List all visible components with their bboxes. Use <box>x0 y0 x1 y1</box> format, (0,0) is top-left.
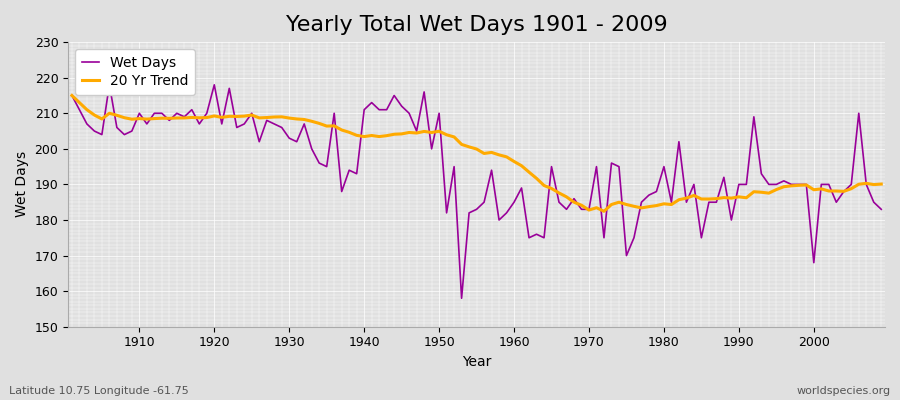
20 Yr Trend <box>598 209 609 214</box>
Title: Yearly Total Wet Days 1901 - 2009: Yearly Total Wet Days 1901 - 2009 <box>285 15 668 35</box>
Wet Days <box>456 296 467 301</box>
Legend: Wet Days, 20 Yr Trend: Wet Days, 20 Yr Trend <box>75 49 195 95</box>
20 Yr Trend <box>127 117 138 122</box>
Wet Days <box>516 186 526 190</box>
X-axis label: Year: Year <box>462 355 491 369</box>
Y-axis label: Wet Days: Wet Days <box>15 151 29 218</box>
Line: 20 Yr Trend: 20 Yr Trend <box>72 96 881 211</box>
Text: worldspecies.org: worldspecies.org <box>796 386 891 396</box>
Wet Days <box>344 168 355 172</box>
Wet Days <box>614 164 625 169</box>
Text: Latitude 10.75 Longitude -61.75: Latitude 10.75 Longitude -61.75 <box>9 386 189 396</box>
20 Yr Trend <box>337 128 347 132</box>
Wet Days <box>67 93 77 98</box>
20 Yr Trend <box>292 116 302 121</box>
Wet Days <box>299 122 310 126</box>
20 Yr Trend <box>508 159 519 164</box>
Wet Days <box>524 235 535 240</box>
20 Yr Trend <box>67 93 77 98</box>
20 Yr Trend <box>876 182 886 186</box>
Wet Days <box>134 111 145 116</box>
20 Yr Trend <box>501 154 512 159</box>
20 Yr Trend <box>606 202 616 207</box>
Line: Wet Days: Wet Days <box>72 85 881 298</box>
Wet Days <box>876 207 886 212</box>
Wet Days <box>104 82 115 87</box>
